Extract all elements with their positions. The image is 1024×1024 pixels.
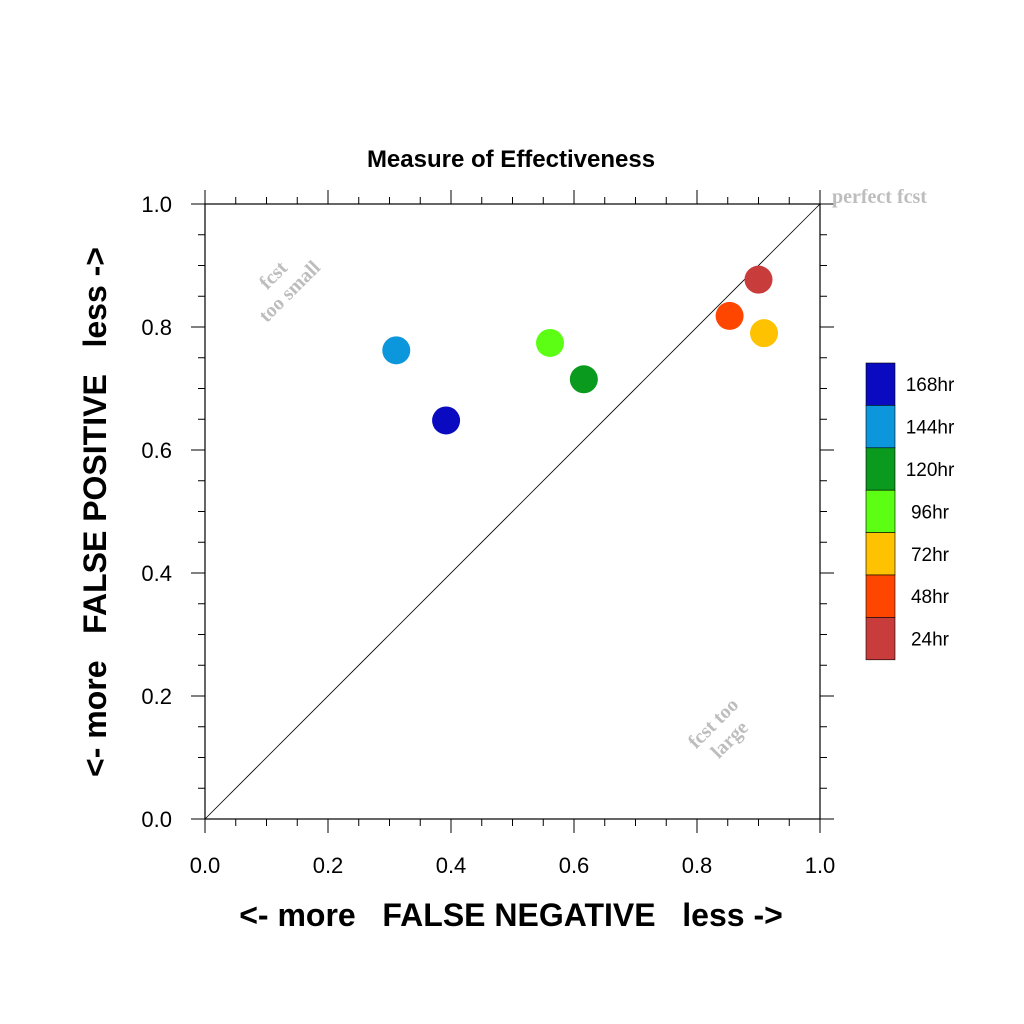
legend-label-24hr: 24hr	[911, 630, 950, 651]
data-point-144hr	[382, 336, 411, 365]
x-tick-label: 0.0	[190, 853, 221, 878]
y-tick-label: 0.0	[141, 807, 172, 832]
data-point-24hr	[744, 265, 773, 294]
x-tick-label: 0.8	[682, 853, 713, 878]
legend: 168hr 144hr 120hr 96hr 72hr 48hr 24hr	[865, 362, 955, 661]
x-tick-label: 0.2	[313, 853, 344, 878]
y-tick-label: 0.8	[141, 315, 172, 340]
y-tick-label: 1.0	[141, 192, 172, 217]
data-point-96hr	[536, 328, 565, 357]
legend-label-72hr: 72hr	[911, 545, 950, 566]
data-point-72hr	[750, 319, 779, 348]
x-axis-label: <- more FALSE NEGATIVE less ->	[239, 897, 783, 933]
data-point-168hr	[432, 406, 461, 435]
legend-label-168hr: 168hr	[906, 375, 955, 396]
x-tick-label: 0.4	[436, 853, 467, 878]
y-tick-label: 0.6	[141, 438, 172, 463]
data-point-120hr	[569, 365, 598, 394]
legend-label-96hr: 96hr	[911, 502, 950, 523]
legend-label-48hr: 48hr	[911, 587, 950, 608]
legend-swatch-168hr	[865, 362, 896, 406]
chart-title: Measure of Effectiveness	[367, 146, 655, 173]
legend-swatch-72hr	[865, 532, 896, 576]
legend-swatch-144hr	[865, 405, 896, 449]
legend-swatch-24hr	[865, 617, 896, 661]
legend-swatch-48hr	[865, 574, 896, 618]
legend-swatch-120hr	[865, 447, 896, 491]
x-tick-label: 1.0	[805, 853, 836, 878]
y-axis-label: <- more FALSE POSITIVE less ->	[77, 247, 113, 777]
plot-area: 0.0 0.2 0.4 0.6 0.8 1.0 0.0 0.2 0.4 0.6 0.8 1.0 perf…	[141, 186, 927, 878]
perfect-forecast-line	[204, 203, 821, 820]
legend-label-144hr: 144hr	[906, 418, 955, 439]
perfect-forecast-note: perfect fcst	[832, 186, 927, 208]
legend-swatch-96hr	[865, 489, 896, 533]
data-point-48hr	[715, 301, 744, 330]
y-tick-label: 0.2	[141, 684, 172, 709]
legend-label-120hr: 120hr	[906, 460, 955, 481]
y-tick-label: 0.4	[141, 561, 172, 586]
x-tick-label: 0.6	[559, 853, 590, 878]
